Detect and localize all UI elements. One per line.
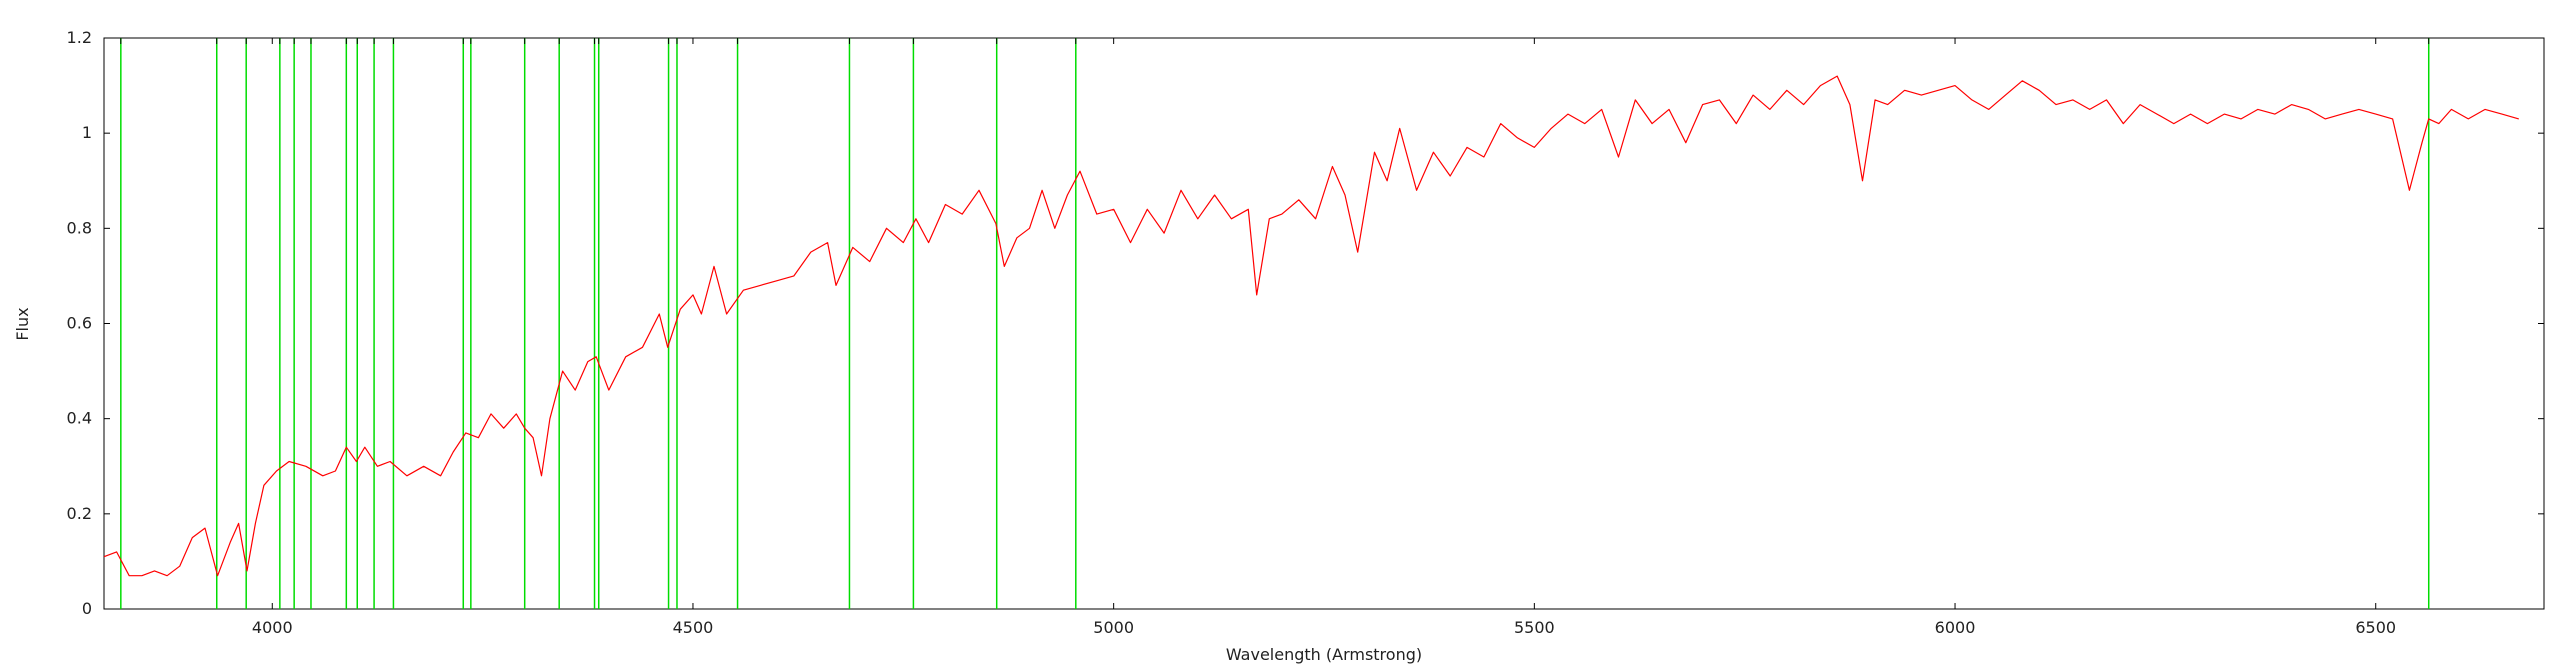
y-tick-label-5: 1	[82, 123, 92, 142]
series-layer	[103, 75, 2519, 577]
x-tick-label-1: 4500	[673, 618, 714, 637]
x-axis-title: Wavelength (Armstrong)	[1226, 645, 1422, 664]
x-tick-label-4: 6000	[1935, 618, 1976, 637]
y-tick-label-4: 0.8	[67, 218, 92, 237]
series-line-spectrum	[103, 75, 2519, 577]
x-tick-label-5: 6500	[2355, 618, 2396, 637]
y-tick-label-0: 0	[82, 599, 92, 618]
x-tick-label-0: 4000	[252, 618, 293, 637]
y-tick-label-3: 0.6	[67, 314, 92, 333]
y-tick-label-6: 1.2	[67, 28, 92, 47]
y-tick-label-1: 0.2	[67, 504, 92, 523]
plot-frame	[103, 37, 2545, 610]
y-axis-title: Flux	[13, 307, 32, 340]
y-tick-label-2: 0.4	[67, 409, 92, 428]
marker-lines-layer	[120, 38, 2430, 609]
x-tick-label-3: 5500	[1514, 618, 1555, 637]
ticks-layer: 4000 4500 5000 5500 6000 6500 0 0.2 0.4 0.6 0.8 1 1.…	[67, 28, 2544, 637]
x-tick-label-2: 5000	[1093, 618, 1134, 637]
